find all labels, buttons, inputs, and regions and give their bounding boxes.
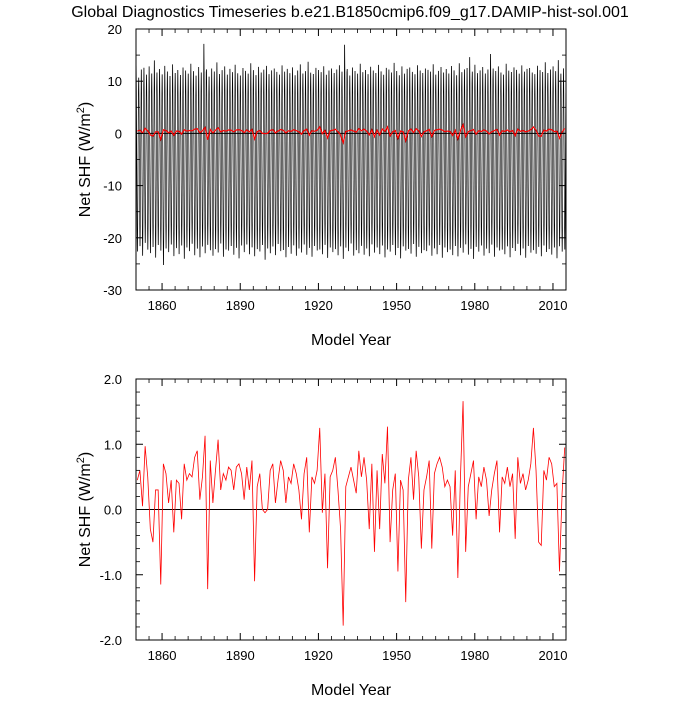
top-y-tick-label: 0	[115, 126, 122, 141]
figure-title: Global Diagnostics Timeseries b.e21.B185…	[71, 4, 629, 21]
bottom-x-tick-label: 1890	[226, 648, 255, 663]
bottom-annual-series-line	[136, 401, 566, 626]
top-x-tick-label: 1950	[382, 298, 411, 313]
top-y-axis-label-main: Net SHF (W/m	[77, 113, 94, 217]
top-axis-ticks: 1860 1890 1920 1950 1980 2010 -30 -20 -10 0 10 20	[103, 22, 567, 313]
bottom-y-tick-label: -1.0	[100, 568, 122, 583]
top-x-tick-label: 1890	[226, 298, 255, 313]
top-y-tick-label: -10	[103, 179, 122, 194]
top-panel: 1860 1890 1920 1950 1980 2010 -30 -20 -10 0 10 20 M…	[75, 22, 567, 349]
bottom-panel: 1860 1890 1920 1950 1980 2010 -2.0 -1.0 0.0 1.0 2.…	[75, 372, 567, 699]
top-x-tick-label: 1980	[460, 298, 489, 313]
bottom-y-axis-label-close: )	[77, 452, 94, 457]
bottom-y-tick-label: 0.0	[104, 503, 122, 518]
top-x-tick-label: 1860	[148, 298, 177, 313]
top-y-axis-label-close: )	[77, 102, 94, 107]
top-y-tick-label: -20	[103, 231, 122, 246]
bottom-x-tick-label: 1920	[304, 648, 333, 663]
top-y-tick-label: 20	[108, 22, 122, 37]
bottom-y-tick-label: -2.0	[100, 633, 122, 648]
top-x-axis-label: Model Year	[311, 332, 392, 349]
top-y-tick-label: -30	[103, 283, 122, 298]
bottom-y-axis-label-main: Net SHF (W/m	[77, 463, 94, 567]
bottom-y-axis-label-sup: 2	[75, 457, 87, 463]
bottom-y-tick-label: 1.0	[104, 437, 122, 452]
top-x-tick-label: 1920	[304, 298, 333, 313]
top-y-tick-label: 10	[108, 74, 122, 89]
top-x-tick-label: 2010	[539, 298, 568, 313]
top-annual-series-line	[137, 122, 566, 145]
bottom-axis-ticks: 1860 1890 1920 1950 1980 2010 -2.0 -1.0 0.0 1.0 2.…	[100, 372, 568, 663]
bottom-y-axis-label: Net SHF (W/m2)	[75, 452, 94, 567]
top-plot-marks	[135, 43, 567, 266]
bottom-x-tick-label: 2010	[539, 648, 568, 663]
bottom-x-tick-label: 1860	[148, 648, 177, 663]
top-y-axis-label: Net SHF (W/m2)	[75, 102, 94, 217]
top-y-axis-label-sup: 2	[75, 107, 87, 113]
bottom-x-axis-label: Model Year	[311, 682, 392, 699]
bottom-x-tick-label: 1980	[460, 648, 489, 663]
bottom-x-tick-label: 1950	[382, 648, 411, 663]
bottom-y-tick-label: 2.0	[104, 372, 122, 387]
top-monthly-series-line	[135, 43, 567, 266]
bottom-plot-marks	[136, 401, 566, 626]
